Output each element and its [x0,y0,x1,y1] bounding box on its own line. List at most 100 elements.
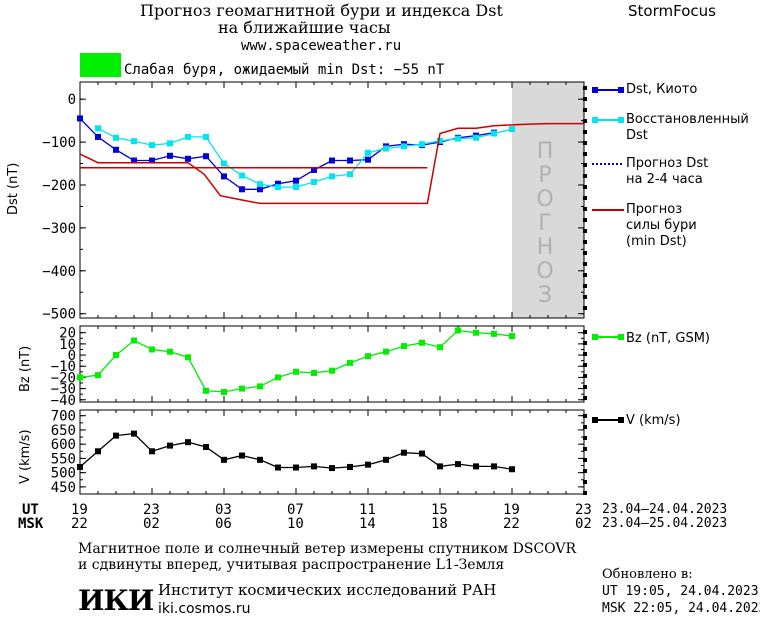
dst-series-point-0 [149,157,155,164]
bz-series-point-0 [347,359,353,366]
dst-edge-marker [583,86,587,90]
dst-edge-marker [583,185,587,189]
data-source-note-1: Магнитное поле и солнечный ветер измерен… [78,541,577,557]
legend-dst-restored-marker [618,117,624,123]
dst-series-point-1 [329,173,335,180]
legend-dst-kyoto: Dst, Киото [626,82,698,97]
dst-y-tick-label: −100 [42,135,76,151]
dst-series-point-0 [275,180,281,187]
forecast-label-letter: Г [538,211,554,236]
v-y-tick-label: 700 [51,409,76,425]
bz-y-tick-label: −10 [51,359,76,375]
msk-tick-label: 02 [143,516,160,532]
v-edge-marker [583,458,587,462]
v-axis-title: V (km/s) [18,429,33,484]
ut-tick-label: 07 [287,502,304,518]
dst-series-point-1 [365,149,371,156]
v-series-point-0 [113,432,119,439]
v-y-tick-label: 600 [51,437,76,453]
dst-edge-marker [583,141,587,145]
legend-dst-restored-2: Dst [626,128,648,143]
v-series-point-0 [239,452,245,459]
bz-series-point-0 [473,329,479,336]
dst-series-point-0 [95,133,101,140]
v-edge-marker [583,436,587,440]
bz-series-point-0 [275,374,281,381]
v-edge-marker [583,425,587,429]
v-series-point-0 [131,430,137,437]
v-series-point-0 [401,449,407,456]
msk-tick-label: 22 [71,516,88,532]
updated-label: Обновлено в: [602,567,693,582]
forecast-label-letter: Н [536,235,556,260]
forecast-label-letter: О [536,187,556,212]
bz-y-tick-label: −20 [51,370,76,386]
dst-edge-marker [583,130,587,134]
forecast-label-letter: З [537,283,555,308]
dst-series-point-0 [131,157,137,164]
iki-logo[interactable]: ИКИ [78,584,154,617]
bz-edge-marker [583,363,587,367]
v-series-point-0 [383,456,389,463]
dst-y-tick-label: −300 [42,221,76,237]
dst-frame [79,81,585,319]
dst-series-point-0 [311,166,317,173]
dst-series-point-1 [149,142,155,149]
bz-edge-marker [583,385,587,389]
dst-series-point-0 [293,177,299,184]
institute-site[interactable]: iki.cosmos.ru [158,601,251,617]
bz-series-point-0 [185,354,191,361]
dst-y-tick-label: −200 [42,178,76,194]
legend-v-marker [592,417,598,423]
dst-series-point-0 [221,173,227,180]
ut-tick-label: 03 [215,502,232,518]
v-series-point-0 [221,456,227,463]
bz-frame [79,325,585,403]
msk-tick-label: 22 [503,516,520,532]
v-series-point-0 [473,463,479,470]
site-url[interactable]: www.spaceweather.ru [241,38,402,54]
dst-edge-marker [583,262,587,266]
msk-tick-label: 10 [287,516,304,532]
bz-series-point-0 [221,388,227,395]
bz-series-point-0 [293,368,299,375]
dst-series-point-1 [437,137,443,144]
dst-series-point-0 [203,153,209,160]
legend-dst-kyoto-marker [618,87,624,93]
dst-series-point-1 [311,178,317,185]
v-series-point-0 [347,463,353,470]
v-series-point-0 [95,448,101,455]
legend-storm-forecast-2: силы бури [626,218,697,233]
dst-edge-marker [583,97,587,101]
dst-series-point-0 [239,186,245,193]
dst-panel: 0 −100 −200 −300 −400 −500 [42,81,587,323]
dst-series-point-1 [167,140,173,147]
v-series-point-0 [149,448,155,455]
legend-bz: Bz (nT, GSM) [626,331,711,346]
bz-y-tick-label: 20 [59,326,76,342]
legend-v-marker [618,417,624,423]
bz-series-point-0 [239,385,245,392]
dst-series-point-1 [221,160,227,167]
bz-series-point-0 [131,337,137,344]
bz-y-tick-label: −40 [51,393,76,409]
bz-series-line-0 [79,329,513,393]
page-subtitle: на ближайшие часы [218,18,391,37]
dst-series-point-1 [293,184,299,191]
bz-series-point-0 [401,343,407,350]
v-y-tick-label: 500 [51,466,76,482]
dst-edge-marker [583,306,587,310]
storm-status-text: Слабая буря, ожидаемый min Dst: −55 nT [124,62,445,78]
forecast-label-letter: Р [538,163,554,188]
dst-edge-marker [583,152,587,156]
updated-msk: MSK 22:05, 24.04.2023 [602,601,760,616]
dst-series-line-2 [79,122,584,205]
v-edge-marker [583,447,587,451]
dst-edge-marker [583,251,587,255]
institute-name: Институт космических исследований РАН [158,581,497,599]
bz-series-point-0 [491,330,497,337]
bz-series-point-0 [77,374,83,381]
